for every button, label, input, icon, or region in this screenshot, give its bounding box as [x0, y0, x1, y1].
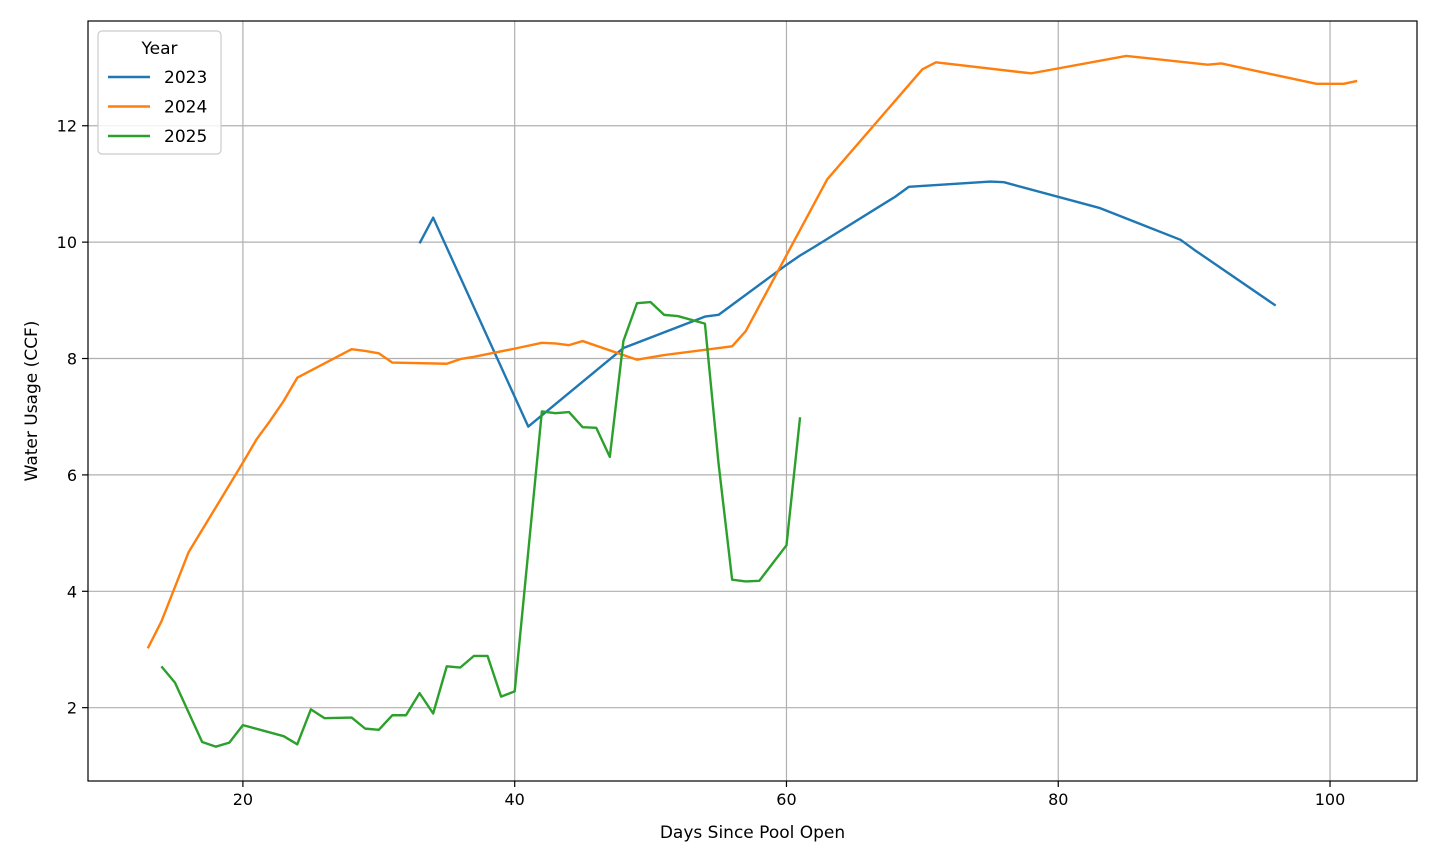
plot-frame: [87, 20, 1418, 782]
y-tick-label: 4: [67, 582, 77, 601]
y-tick-label: 2: [67, 699, 77, 718]
legend-title: Year: [141, 39, 178, 59]
x-tick-label: 40: [505, 790, 525, 809]
legend-entries: 2023 2024 2025: [108, 68, 207, 147]
y-axis-label: Water Usage (CCF): [22, 321, 42, 482]
y-axis-ticks: 2 4 6 8 10 12: [57, 117, 88, 718]
x-tick-label: 20: [233, 790, 253, 809]
x-tick-label: 80: [1048, 790, 1068, 809]
series-lines: [146, 54, 1358, 748]
x-tick-label: 60: [776, 790, 796, 809]
y-tick-label: 8: [67, 350, 77, 369]
y-gridlines: [88, 125, 1417, 709]
series-line-2023: [418, 180, 1277, 428]
series-line-2024: [146, 54, 1358, 649]
plot-area: [88, 21, 1417, 781]
y-tick-label: 10: [57, 233, 77, 252]
legend-label-2024: 2024: [164, 98, 207, 118]
legend-label-2025: 2025: [164, 127, 207, 147]
x-axis-ticks: 20 40 60 80 100: [233, 781, 1346, 809]
legend-box: [97, 30, 222, 155]
y-tick-label: 12: [57, 117, 77, 136]
x-gridlines: [242, 21, 1331, 781]
y-tick-label: 6: [67, 466, 77, 485]
series-line-2025: [160, 300, 802, 748]
x-tick-label: 100: [1315, 790, 1346, 809]
legend-label-2023: 2023: [164, 68, 207, 88]
legend: Year 2023 2024 2025: [97, 30, 222, 155]
x-axis-label: Days Since Pool Open: [660, 823, 845, 843]
